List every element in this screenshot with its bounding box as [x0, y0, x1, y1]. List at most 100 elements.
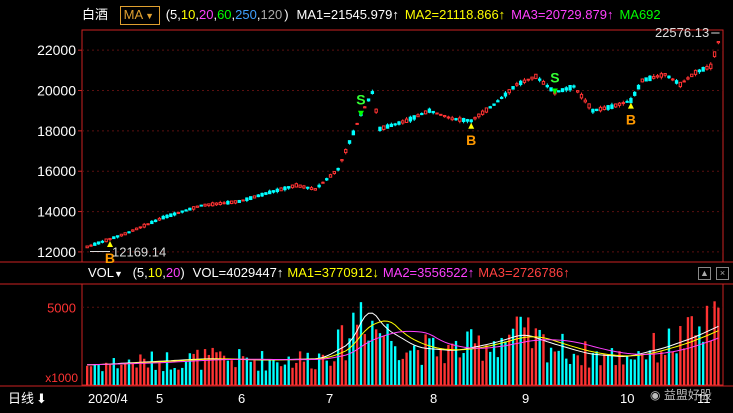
- candle-body: [96, 241, 101, 245]
- sell-arrow: [551, 88, 558, 95]
- volume-bar: [549, 347, 553, 385]
- candle-body: [420, 113, 424, 116]
- candle-body: [104, 238, 108, 243]
- candle-body: [287, 186, 291, 189]
- volume-bar: [511, 328, 515, 385]
- candle-body: [659, 73, 664, 78]
- candle-body: [294, 183, 298, 188]
- candle-body: [686, 77, 690, 80]
- volume-value: MA2=3556522↑: [382, 265, 475, 280]
- ma-params: 5,10,20,60,250,120: [170, 7, 282, 22]
- ma-param: 5: [170, 7, 178, 22]
- candle-body: [328, 174, 333, 178]
- candle-body: [344, 149, 348, 154]
- candle-body: [214, 202, 219, 206]
- volume-bar: [283, 364, 287, 385]
- candle-body: [454, 118, 458, 121]
- buy-signal: B: [626, 112, 636, 128]
- candle-body: [222, 202, 226, 205]
- volume-bar: [245, 357, 249, 385]
- volume-indicator-label[interactable]: VOL: [88, 265, 115, 280]
- price-tick-label: 12000: [37, 244, 76, 260]
- sell-arrow: [357, 110, 364, 117]
- volume-bar: [390, 340, 393, 385]
- price-panel-frame: [81, 29, 724, 263]
- candle-body: [499, 96, 504, 99]
- date-label: 6: [238, 391, 246, 406]
- candle-body: [560, 88, 565, 93]
- candle-body: [701, 66, 705, 72]
- volume-bar: [648, 350, 652, 385]
- volume-bar: [409, 350, 412, 385]
- volume-bar: [618, 351, 621, 385]
- candle-body: [412, 115, 416, 120]
- chevron-down-icon[interactable]: ▼: [114, 269, 123, 279]
- candle-body: [663, 73, 667, 76]
- watermark-text: 益盟好股: [663, 388, 712, 402]
- volume-bar: [489, 351, 492, 385]
- main-chart-header: 白酒 MA ▼ (5,10,20,60,250,120) MA1=21545.979…: [0, 0, 733, 30]
- candle-body: [385, 124, 390, 129]
- candle-body: [591, 108, 595, 113]
- expand-up-icon[interactable]: ▲: [698, 267, 711, 280]
- candle-body: [370, 91, 375, 95]
- candle-body: [374, 108, 378, 113]
- candle-body: [165, 214, 169, 219]
- volume-bar: [234, 367, 237, 385]
- volume-bar: [690, 316, 693, 385]
- date-label: 10: [620, 391, 635, 406]
- candle-body: [340, 159, 344, 162]
- ma-value: MA2=21118.866↑: [404, 7, 506, 22]
- candle-body: [564, 87, 568, 91]
- candle-body: [207, 203, 211, 207]
- candle-body: [191, 206, 196, 210]
- volume-bar: [196, 349, 199, 385]
- candle-body: [431, 110, 435, 114]
- candle-body: [530, 76, 534, 80]
- volume-bar: [492, 341, 496, 385]
- candle-body: [587, 103, 591, 109]
- candle-body: [85, 245, 89, 249]
- ma-param: 60: [217, 7, 232, 22]
- volume-bar: [302, 361, 306, 385]
- price-tick-label: 22000: [37, 42, 76, 58]
- separator: ,: [256, 7, 261, 22]
- period-dropdown[interactable]: 日线 ⬇: [8, 390, 47, 408]
- candle-body: [184, 209, 188, 212]
- volume-bar: [439, 348, 442, 385]
- volume-bar: [177, 369, 180, 385]
- volume-bar: [606, 355, 610, 385]
- close-icon[interactable]: ×: [716, 267, 729, 280]
- volume-bar: [298, 351, 302, 385]
- candle-body: [488, 106, 492, 109]
- buy-signal: B: [466, 132, 476, 148]
- volume-bar: [424, 334, 427, 385]
- volume-bar: [287, 356, 290, 385]
- ma-param: 20: [198, 7, 214, 22]
- volume-bar: [146, 367, 150, 385]
- volume-bar: [682, 348, 686, 385]
- candle-body: [705, 65, 709, 70]
- candle-body: [427, 108, 432, 113]
- candle-body: [389, 123, 394, 128]
- volume-params: 5,10,20: [137, 265, 180, 280]
- volume-bar: [473, 343, 477, 385]
- candle-body: [229, 200, 234, 205]
- candle-body: [526, 78, 530, 81]
- candle-body: [545, 84, 549, 88]
- volume-bar: [276, 362, 279, 385]
- candle-body: [518, 80, 523, 85]
- volume-bar: [131, 363, 134, 385]
- ma-indicator-dropdown[interactable]: MA ▼: [119, 6, 161, 25]
- candle-body: [302, 185, 306, 189]
- volume-bar: [470, 329, 473, 385]
- watermark: ◉ 益盟好股: [650, 386, 712, 403]
- volume-bar: [432, 337, 435, 385]
- chevron-down-icon: ▼: [145, 11, 155, 21]
- candle-body: [461, 117, 466, 122]
- ma-value: MA1=21545.979↑: [296, 7, 399, 22]
- separator: ,: [177, 7, 181, 22]
- candle-body: [153, 219, 158, 223]
- volume-bar: [374, 329, 378, 385]
